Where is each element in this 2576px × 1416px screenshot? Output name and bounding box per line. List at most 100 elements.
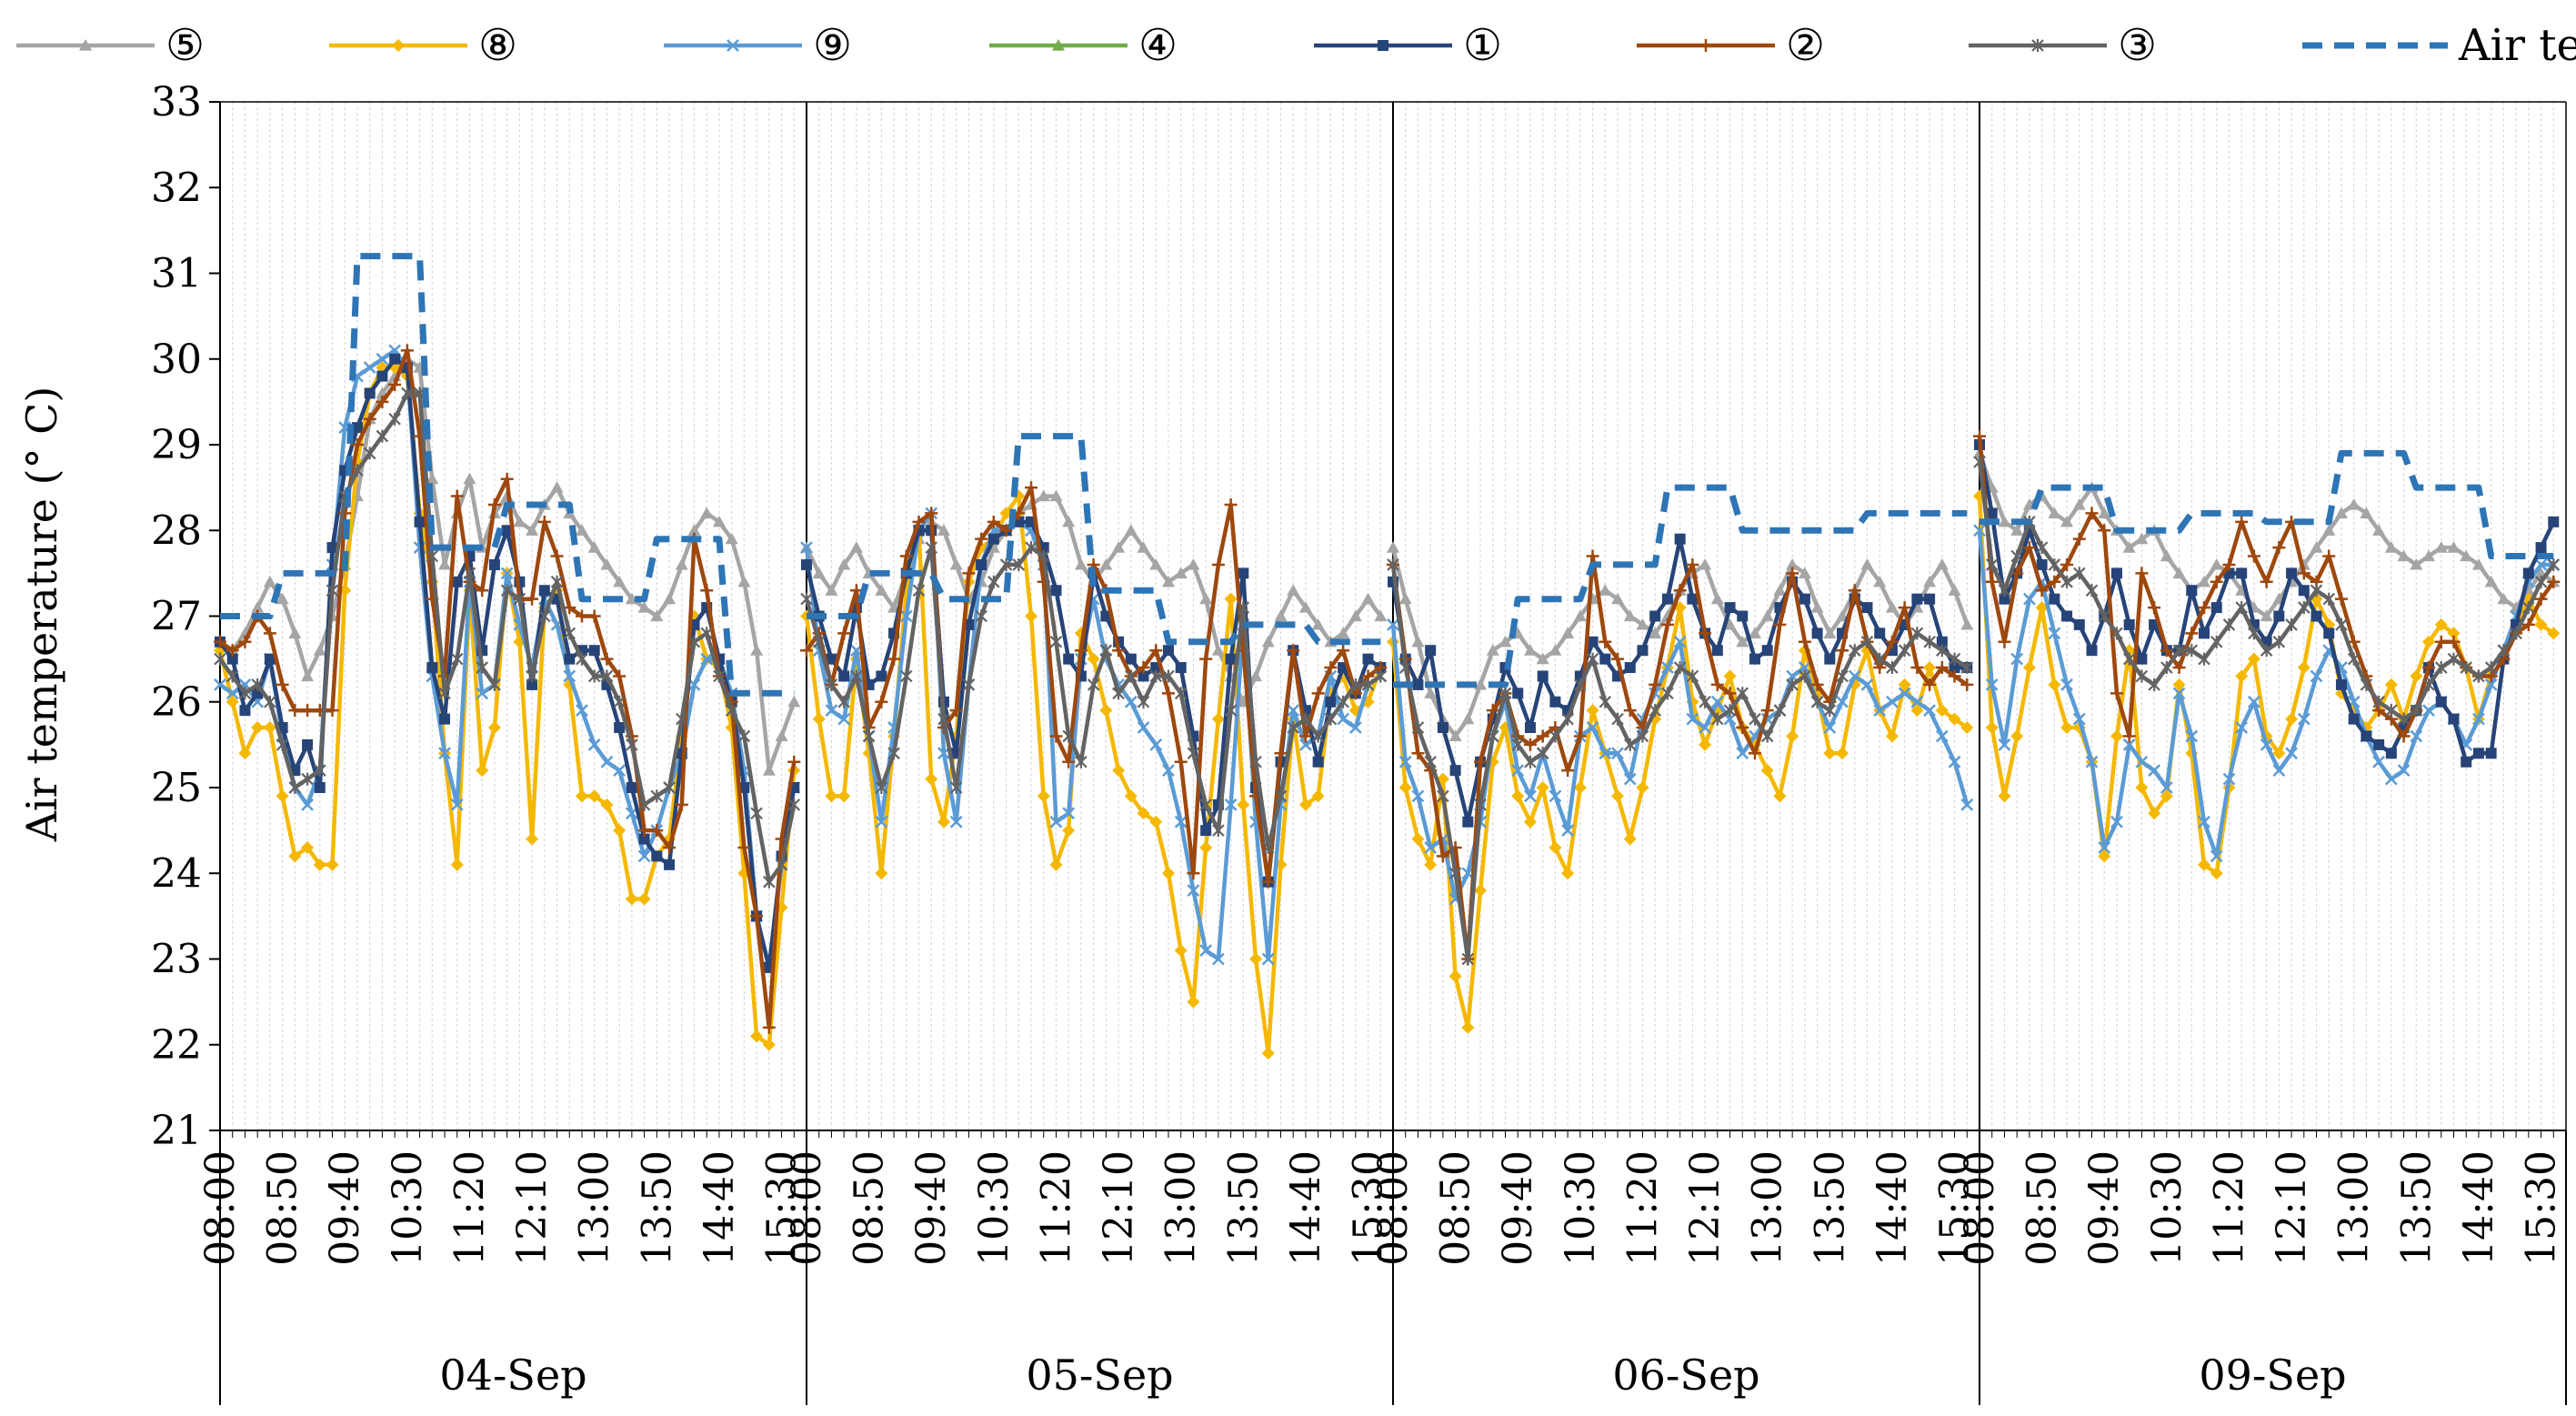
data-point xyxy=(526,524,539,536)
data-point xyxy=(738,782,750,793)
data-point xyxy=(2335,678,2347,690)
data-point xyxy=(326,704,339,718)
legend-item: ① xyxy=(1314,20,1502,71)
data-point xyxy=(526,832,539,846)
data-point xyxy=(1225,653,1237,665)
data-point xyxy=(426,549,439,563)
data-point xyxy=(1760,729,1774,743)
x-tick-label: 15:30 xyxy=(1932,1150,1979,1266)
data-point xyxy=(1985,557,1999,571)
data-point xyxy=(1885,601,1899,613)
data-point xyxy=(1998,584,2011,598)
data-point xyxy=(1811,628,1823,639)
data-point xyxy=(1799,669,1811,683)
data-point xyxy=(463,567,476,580)
data-point xyxy=(663,840,677,854)
data-point xyxy=(1274,609,1288,622)
data-point xyxy=(450,652,464,666)
data-point xyxy=(500,584,514,598)
data-point xyxy=(414,516,426,527)
data-point xyxy=(2198,858,2211,871)
data-point xyxy=(1099,557,1113,570)
data-point xyxy=(500,472,514,486)
data-point xyxy=(1337,644,1350,658)
data-point xyxy=(1025,609,1038,623)
data-point xyxy=(1699,627,1712,640)
data-point xyxy=(1660,618,1674,631)
data-point xyxy=(363,447,376,460)
data-point xyxy=(326,858,339,871)
data-point xyxy=(501,525,513,537)
data-point xyxy=(1161,867,1175,880)
data-point xyxy=(1649,678,1662,691)
data-point xyxy=(1823,747,1837,760)
x-tick-label: 13:00 xyxy=(572,1150,618,1266)
data-point xyxy=(2061,610,2073,622)
data-point xyxy=(2547,627,2561,640)
data-point xyxy=(737,840,751,854)
data-point xyxy=(1074,557,1088,570)
data-point xyxy=(1773,584,1787,596)
data-point xyxy=(750,644,764,656)
x-tick-label: 13:00 xyxy=(1158,1150,1205,1266)
data-point xyxy=(426,662,438,674)
data-point xyxy=(1998,789,2011,803)
data-point xyxy=(1025,541,1037,555)
x-tick-label: 11:20 xyxy=(2206,1150,2252,1266)
data-point xyxy=(487,721,501,735)
data-point xyxy=(1149,738,1163,751)
data-point xyxy=(2272,635,2286,648)
data-point xyxy=(2098,507,2111,518)
data-point xyxy=(838,670,850,682)
data-point xyxy=(1087,652,1100,666)
data-point xyxy=(1935,661,1949,675)
data-point xyxy=(1211,644,1225,656)
data-point xyxy=(1823,704,1837,718)
data-point xyxy=(2410,729,2423,743)
data-point xyxy=(2210,557,2223,570)
x-tick-label: 14:40 xyxy=(1869,1150,1916,1266)
data-point xyxy=(1474,798,1487,811)
data-point xyxy=(987,575,1000,588)
x-tick-label: 09:40 xyxy=(908,1150,955,1266)
data-point xyxy=(1623,738,1637,751)
data-point xyxy=(1049,815,1063,829)
data-point xyxy=(2347,497,2360,510)
data-point xyxy=(663,592,677,605)
data-point xyxy=(2035,541,2049,555)
data-point xyxy=(600,652,614,666)
data-point xyxy=(650,824,664,838)
data-point xyxy=(1910,661,1924,675)
data-point xyxy=(2148,807,2161,820)
data-point xyxy=(2484,575,2498,587)
data-point xyxy=(2136,653,2148,665)
data-point xyxy=(500,567,514,580)
data-point xyxy=(226,644,239,658)
data-point xyxy=(975,609,987,623)
data-point xyxy=(1312,756,1324,768)
data-point xyxy=(1524,722,1536,734)
data-point xyxy=(1699,39,1712,52)
data-point xyxy=(1773,618,1787,631)
data-point xyxy=(1062,729,1075,743)
data-point xyxy=(2098,841,2111,854)
series-6 xyxy=(214,387,2561,966)
data-point xyxy=(2460,661,2472,675)
data-point xyxy=(987,533,999,545)
legend-item: ⑤ xyxy=(16,20,205,71)
data-point xyxy=(1137,695,1150,708)
data-point xyxy=(79,39,92,51)
data-point xyxy=(825,704,838,718)
data-point xyxy=(999,557,1013,571)
data-point xyxy=(1125,669,1138,683)
data-point xyxy=(476,661,488,675)
data-point xyxy=(1985,575,1999,588)
data-point xyxy=(1561,867,1575,880)
data-point xyxy=(426,472,439,485)
data-point xyxy=(1124,524,1138,536)
data-point xyxy=(2485,748,2497,759)
data-point xyxy=(263,575,276,587)
legend: ⑤ ⑧ ⑨ ④ ① ② ③ Air temp. with PFI xyxy=(16,20,2576,71)
data-point xyxy=(1049,729,1063,743)
data-point xyxy=(1786,678,1799,691)
